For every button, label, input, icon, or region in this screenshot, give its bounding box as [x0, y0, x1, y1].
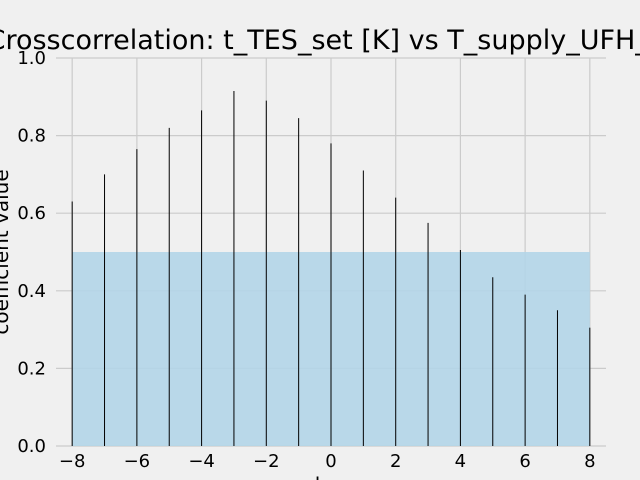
- x-tick-label: 2: [390, 451, 401, 472]
- y-tick-label: 0.2: [17, 358, 46, 379]
- y-tick-label: 1.0: [17, 48, 46, 69]
- x-tick-label: 0: [325, 451, 336, 472]
- x-tick-labels: −8 −6 −4 −2 0 2 4 6 8: [59, 451, 596, 472]
- y-tick-label: 0.4: [17, 281, 46, 302]
- chart-title: Crosscorrelation: t_TES_set [K] vs T_sup…: [0, 25, 640, 56]
- x-tick-label: −6: [124, 451, 151, 472]
- x-tick-label: −8: [59, 451, 86, 472]
- y-tick-label: 0.0: [17, 436, 46, 457]
- y-tick-label: 0.8: [17, 126, 46, 147]
- x-tick-label: −2: [253, 451, 280, 472]
- bars: [71, 90, 591, 446]
- x-axis-label: lag: [315, 473, 346, 480]
- y-tick-label: 0.6: [17, 203, 46, 224]
- x-tick-label: −4: [188, 451, 215, 472]
- x-tick-label: 6: [519, 451, 530, 472]
- x-tick-label: 4: [455, 451, 466, 472]
- x-tick-label: 8: [584, 451, 595, 472]
- y-axis-label: coefficient value: [0, 169, 13, 334]
- y-tick-labels: 0.0 0.2 0.4 0.6 0.8 1.0: [17, 48, 46, 457]
